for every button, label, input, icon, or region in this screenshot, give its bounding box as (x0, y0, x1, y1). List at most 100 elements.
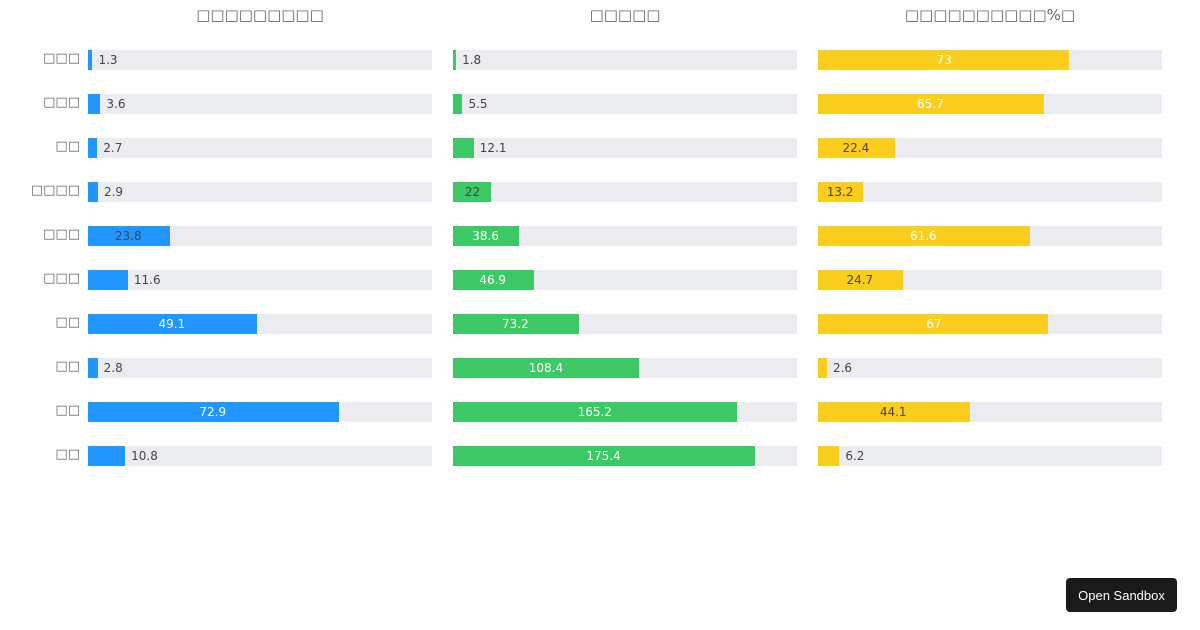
bar (453, 402, 738, 422)
bar-track: 108.4 (453, 358, 797, 378)
value-label: 11.6 (133, 273, 161, 287)
bar (88, 226, 170, 246)
bar-track: 1.3 (88, 50, 432, 70)
bar (453, 50, 457, 70)
panel-title: □□□□□□□□□ (196, 6, 324, 24)
value-label: 38.6 (472, 229, 499, 243)
value-label: 2.8 (103, 361, 123, 375)
category-label: □□□ (43, 227, 80, 242)
bar-track: 46.9 (453, 270, 797, 290)
bar (88, 94, 101, 114)
bar-track: 175.4 (453, 446, 797, 466)
bar-track: 73.2 (453, 314, 797, 334)
category-label: □□ (55, 447, 80, 462)
bar (818, 314, 1049, 334)
bar (88, 270, 128, 290)
bar-track: 13.2 (818, 182, 1162, 202)
bar (818, 226, 1030, 246)
value-label: 44.1 (879, 405, 907, 419)
category-label: □□□ (43, 51, 80, 66)
category-label: □□ (55, 403, 80, 418)
value-label: 1.8 (462, 53, 482, 67)
bar-track: 1.8 (453, 50, 797, 70)
value-label: 22.4 (842, 141, 870, 155)
bar-track: 165.2 (453, 402, 797, 422)
bar-track: 2.7 (88, 138, 432, 158)
value-label: 65.7 (917, 97, 944, 111)
bar-track: 3.6 (88, 94, 432, 114)
bar-track: 6.2 (818, 446, 1162, 466)
value-label: 61.6 (909, 229, 937, 243)
bar-track: 67 (818, 314, 1162, 334)
bar (818, 50, 1070, 70)
bar (818, 270, 903, 290)
value-label: 2.6 (832, 361, 853, 375)
category-label: □□ (55, 359, 80, 374)
bar-track: 65.7 (818, 94, 1162, 114)
category-label: □□□□ (30, 183, 80, 198)
value-label: 10.8 (131, 449, 158, 463)
bar-track: 5.5 (453, 94, 797, 114)
bar (453, 358, 640, 378)
bar-track: 2.9 (88, 182, 432, 202)
bar (88, 402, 339, 422)
bar-track: 61.6 (818, 226, 1162, 246)
value-label: 22 (464, 185, 481, 199)
bar-track: 2.6 (818, 358, 1162, 378)
value-label: 165.2 (577, 405, 612, 419)
value-label: 23.8 (114, 229, 142, 243)
value-label: 2.7 (103, 141, 123, 155)
value-label: 12.1 (479, 141, 507, 155)
value-label: 5.5 (468, 97, 488, 111)
bar (453, 226, 520, 246)
bar-track: 24.7 (818, 270, 1162, 290)
value-label: 73 (936, 53, 952, 67)
value-label: 73.2 (501, 317, 529, 331)
value-label: 67 (926, 317, 942, 331)
value-label: 108.4 (528, 361, 564, 375)
bar-track: 11.6 (88, 270, 432, 290)
category-label: □□ (55, 139, 80, 154)
bar (453, 270, 534, 290)
bar (818, 182, 864, 202)
bar-track: 49.1 (88, 314, 432, 334)
value-label: 24.7 (846, 273, 874, 287)
panel-title: □□□□□□□□□□%□ (904, 6, 1076, 24)
bar-track: 72.9 (88, 402, 432, 422)
bar (453, 446, 755, 466)
value-label: 175.4 (586, 449, 621, 463)
bar-track: 10.8 (88, 446, 432, 466)
bar-track: 44.1 (818, 402, 1162, 422)
value-label: 46.9 (479, 273, 507, 287)
bar-track: 2.8 (88, 358, 432, 378)
bar-track: 22 (453, 182, 797, 202)
value-label: 1.3 (98, 53, 118, 67)
bar (453, 138, 474, 158)
category-label: □□ (55, 315, 80, 330)
bar (88, 138, 98, 158)
bar-track: 23.8 (88, 226, 432, 246)
value-label: 13.2 (826, 185, 854, 199)
bar (88, 446, 126, 466)
bar-track: 22.4 (818, 138, 1162, 158)
bar-track: 38.6 (453, 226, 797, 246)
bar (818, 94, 1044, 114)
category-label: □□□ (43, 95, 80, 110)
bar (88, 50, 93, 70)
bar (818, 138, 896, 158)
value-label: 2.9 (103, 185, 124, 199)
value-label: 3.6 (106, 97, 126, 111)
bar (818, 446, 840, 466)
value-label: 72.9 (199, 405, 227, 419)
bar (453, 314, 579, 334)
bar (818, 402, 970, 422)
bar (818, 358, 827, 378)
category-label: □□□ (43, 271, 80, 286)
bar (88, 182, 98, 202)
bar-track: 12.1 (453, 138, 797, 158)
bar (453, 182, 491, 202)
value-label: 49.1 (158, 317, 186, 331)
bar (88, 314, 257, 334)
bar (453, 94, 463, 114)
open-sandbox-button[interactable]: Open Sandbox (1066, 578, 1177, 612)
